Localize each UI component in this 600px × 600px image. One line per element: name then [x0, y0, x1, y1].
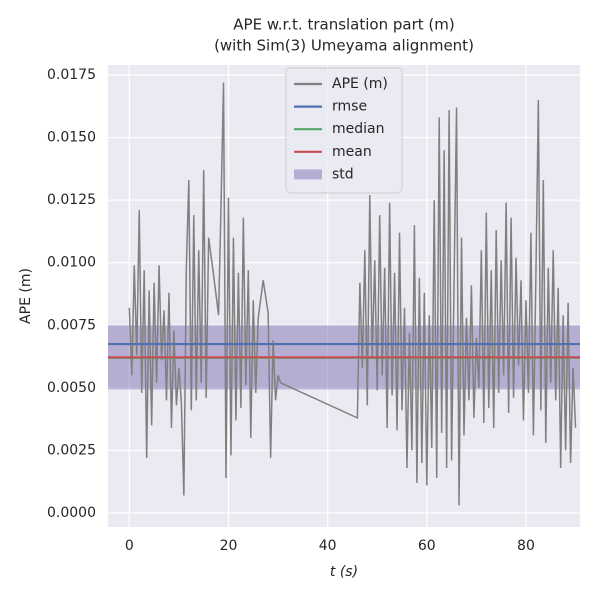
legend-box: [285, 67, 403, 194]
legend-swatch: [294, 169, 322, 180]
y-tick-label: 0.0025: [47, 442, 96, 458]
y-tick-label: 0.0125: [47, 192, 96, 208]
y-tick-label: 0.0175: [47, 67, 96, 83]
plot: [108, 82, 580, 506]
x-tick-label: 40: [319, 538, 337, 554]
x-tick-label: 60: [418, 538, 436, 554]
x-axis-label: t (s): [330, 564, 358, 580]
y-tick-label: 0.0075: [47, 317, 96, 333]
chart-title: APE w.r.t. translation part (m): [233, 16, 454, 34]
x-tick-label: 20: [220, 538, 238, 554]
legend-label: median: [332, 121, 384, 137]
y-tick-label: 0.0050: [47, 380, 96, 396]
x-tick-label: 80: [517, 538, 535, 554]
y-tick-label: 0.0100: [47, 255, 96, 271]
legend-label: std: [332, 166, 354, 182]
x-tick-label: 0: [125, 538, 134, 554]
legend-label: mean: [332, 144, 372, 160]
y-tick-label: 0.0000: [47, 505, 96, 521]
y-tick-label: 0.0150: [47, 130, 96, 146]
line: [128, 82, 577, 506]
legend-label: APE (m): [332, 76, 388, 92]
y-axis-label: APE (m): [18, 268, 34, 324]
chart-subtitle: (with Sim(3) Umeyama alignment): [214, 37, 474, 55]
legend-label: rmse: [332, 99, 367, 115]
